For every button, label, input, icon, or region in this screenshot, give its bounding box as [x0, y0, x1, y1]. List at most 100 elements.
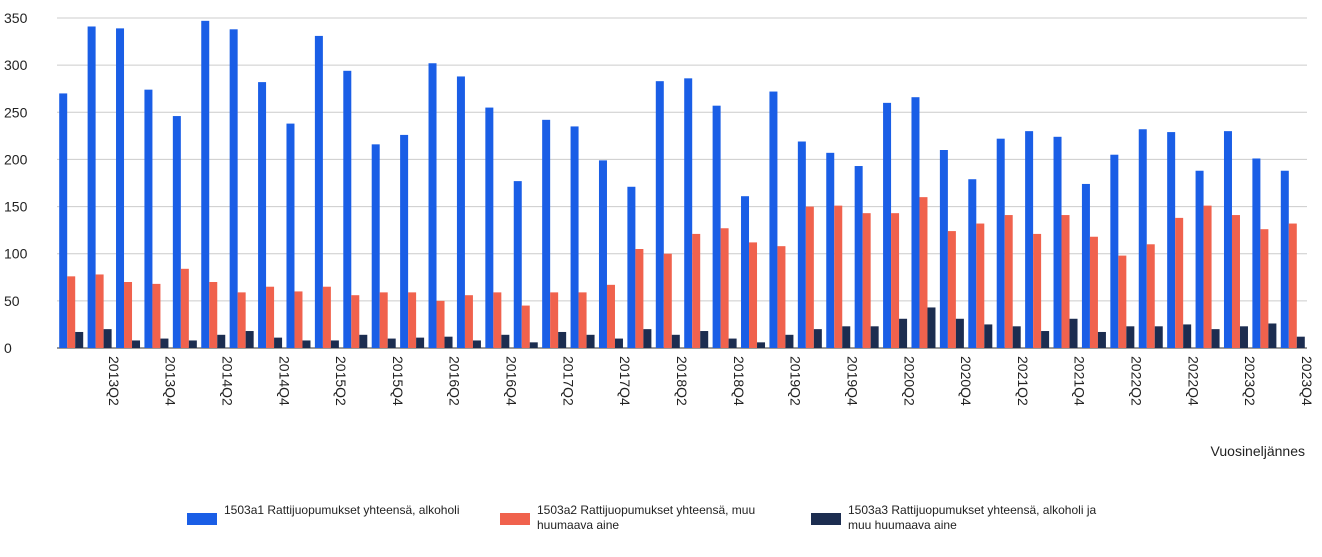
bar: [692, 233, 701, 348]
bar: [684, 78, 693, 348]
legend-entry: 1503a1 Rattijuopumukset yhteensä, alkoho…: [187, 503, 489, 525]
bar: [428, 63, 437, 348]
bar: [984, 324, 993, 348]
y-tick-label: 50: [4, 293, 20, 309]
bar: [870, 326, 879, 348]
bar: [152, 283, 161, 348]
bar: [1211, 329, 1220, 348]
bar: [1033, 233, 1042, 348]
bar: [160, 338, 169, 348]
bar: [955, 318, 964, 348]
legend-label: 1503a3 Rattijuopumukset yhteensä, alkoho…: [848, 503, 1097, 532]
y-tick-label: 250: [4, 104, 28, 120]
bar: [416, 337, 425, 348]
bar: [87, 26, 96, 348]
bar: [996, 138, 1005, 348]
bar: [1280, 170, 1289, 348]
x-tick-label: 2022Q4: [1185, 356, 1201, 406]
bar: [741, 196, 750, 348]
bar: [116, 28, 125, 348]
bar: [728, 338, 737, 348]
bar: [1118, 255, 1127, 348]
x-tick-label: 2016Q4: [504, 356, 520, 406]
bar: [456, 76, 465, 348]
bar: [854, 166, 863, 348]
bar: [891, 213, 900, 348]
x-tick-label: 2014Q4: [276, 356, 292, 406]
bar: [59, 93, 68, 348]
bar: [1025, 131, 1034, 348]
bar: [614, 338, 623, 348]
x-tick-label: 2022Q2: [1129, 356, 1145, 406]
bar: [217, 334, 226, 348]
bar: [521, 305, 530, 348]
bar: [286, 123, 295, 348]
bar: [947, 231, 956, 348]
x-tick-label: 2018Q4: [731, 356, 747, 406]
legend-label: 1503a1 Rattijuopumukset yhteensä, alkoho…: [224, 503, 460, 517]
bar: [797, 141, 806, 348]
bar: [883, 102, 892, 348]
x-tick-label: 2017Q2: [560, 356, 576, 406]
bar: [769, 91, 778, 349]
bar: [1252, 158, 1261, 348]
bar: [529, 342, 538, 348]
bar: [899, 318, 908, 348]
bar: [343, 70, 352, 349]
x-tick-label: 2015Q2: [333, 356, 349, 406]
bar: [444, 336, 453, 348]
bar: [927, 307, 936, 348]
bar: [1183, 324, 1192, 348]
bar: [720, 228, 729, 348]
x-tick-label: 2020Q2: [901, 356, 917, 406]
bar: [472, 340, 481, 348]
x-tick-label: 2021Q2: [1015, 356, 1031, 406]
bar: [180, 268, 189, 348]
bar: [1239, 326, 1248, 348]
bar: [558, 331, 567, 348]
bar: [842, 326, 851, 348]
bar: [359, 334, 368, 348]
legend-entry: 1503a3 Rattijuopumukset yhteensä, alkoho…: [811, 503, 1113, 533]
x-tick-label: 2023Q2: [1242, 356, 1258, 406]
bar: [643, 329, 652, 348]
bar: [813, 329, 822, 348]
bar: [968, 179, 977, 348]
bar: [655, 81, 664, 349]
bar: [777, 246, 786, 348]
bar: [627, 186, 636, 348]
bar: [550, 292, 559, 348]
bar: [387, 338, 396, 348]
bar: [351, 295, 360, 348]
bar: [826, 152, 835, 348]
bar: [1081, 183, 1090, 348]
bar: [322, 286, 331, 348]
bar: [513, 181, 522, 348]
x-tick-label: 2016Q2: [447, 356, 463, 406]
bar: [834, 205, 843, 348]
x-tick-label: 2021Q4: [1072, 356, 1088, 406]
bar: [1195, 170, 1204, 348]
bar: [1053, 136, 1062, 348]
x-tick-label: 2015Q4: [390, 356, 406, 406]
bar: [919, 197, 928, 348]
bar: [805, 206, 814, 348]
bar: [302, 340, 311, 348]
legend-label: 1503a2 Rattijuopumukset yhteensä, muu hu…: [537, 503, 756, 532]
bar: [294, 291, 303, 348]
bar: [144, 89, 153, 349]
bar: [1260, 229, 1269, 348]
bar: [862, 213, 871, 348]
bar: [578, 292, 587, 348]
bar: [712, 105, 721, 348]
bar: [1175, 217, 1184, 348]
legend-swatch: [187, 513, 217, 525]
x-tick-label: 2020Q4: [958, 356, 974, 406]
bar: [209, 282, 218, 348]
bar: [663, 253, 672, 348]
x-tick-label: 2019Q2: [788, 356, 804, 406]
bar: [371, 144, 380, 348]
bar: [911, 97, 920, 348]
bar: [1089, 236, 1098, 348]
